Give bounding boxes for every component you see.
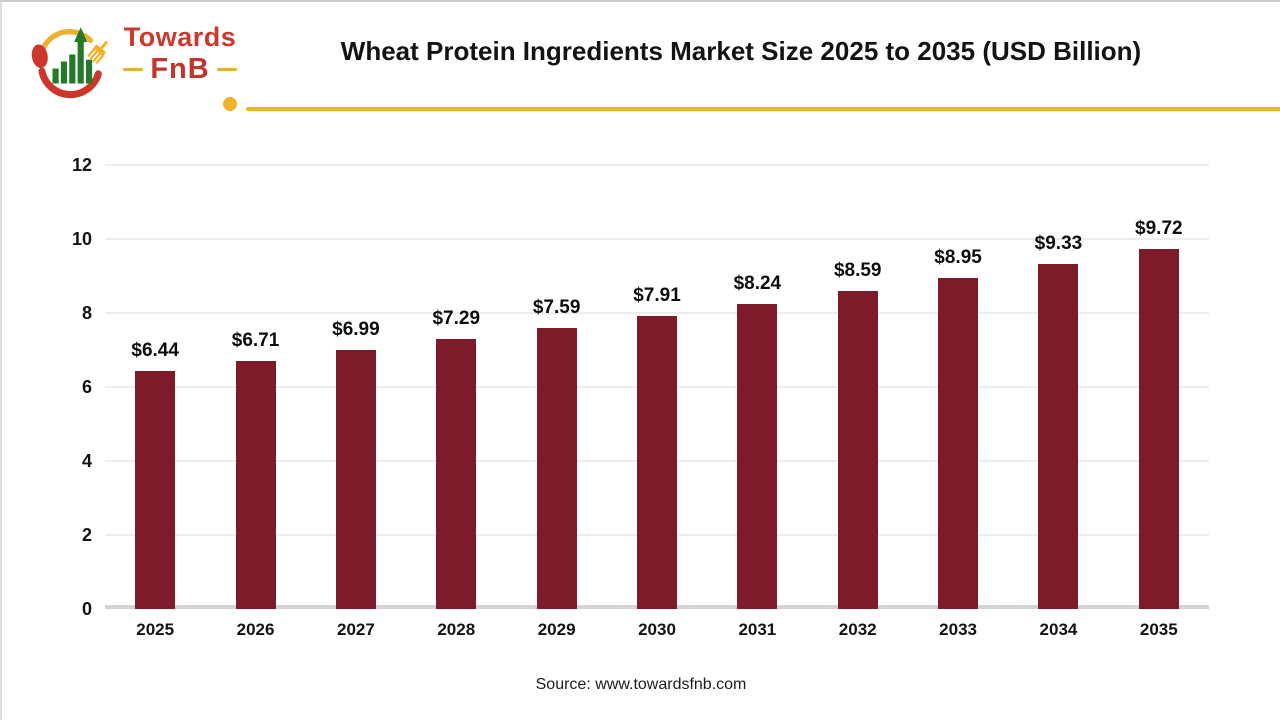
- spoon-icon: [31, 44, 48, 69]
- right-dash: [216, 67, 237, 71]
- source-note: Source: www.towardsfnb.com: [535, 676, 747, 693]
- bar-2034: [1038, 263, 1079, 609]
- fork-icon: [87, 41, 108, 64]
- y-axis-label-4: 4: [81, 451, 92, 471]
- bar-2032: [837, 291, 878, 609]
- brand-name-fnb: FnB: [150, 53, 210, 85]
- x-axis-label-2026: 2026: [236, 620, 275, 639]
- bar-value-2032: $8.59: [833, 260, 882, 282]
- gridline-y12: [105, 164, 1209, 166]
- bar-2026: [235, 360, 276, 609]
- bar-2033: [938, 277, 979, 609]
- y-axis-label-8: 8: [81, 303, 92, 323]
- x-axis-label-2029: 2029: [537, 620, 576, 639]
- title-underline: [246, 107, 1280, 111]
- y-axis-label-0: 0: [81, 599, 92, 619]
- bar-value-2030: $7.91: [633, 285, 681, 307]
- bar-value-2025: $6.44: [131, 339, 179, 361]
- bar-2028: [436, 339, 477, 609]
- x-axis-label-2034: 2034: [1039, 620, 1078, 639]
- title-underline-ring-icon: [223, 97, 237, 111]
- bar-value-2027: $6.99: [332, 319, 380, 341]
- x-axis-label-2033: 2033: [939, 620, 977, 639]
- bar-value-2033: $8.95: [934, 246, 982, 268]
- y-axis-label-12: 12: [71, 155, 92, 175]
- left-dash: [123, 67, 144, 71]
- logo-red-arc: [38, 67, 102, 99]
- x-axis-label-2035: 2035: [1139, 620, 1178, 639]
- x-axis-label-2032: 2032: [838, 620, 877, 639]
- bar-2035: [1138, 249, 1179, 609]
- bar-2027: [335, 350, 376, 609]
- y-axis-label-2: 2: [81, 525, 92, 545]
- x-axis-label-2027: 2027: [336, 620, 375, 639]
- brand-name-fnb-row: FnB: [120, 54, 240, 84]
- x-axis-label-2031: 2031: [738, 620, 777, 639]
- logo-gold-arc: [40, 28, 93, 52]
- bar-2029: [536, 328, 577, 609]
- chart-title: Wheat Protein Ingredients Market Size 20…: [340, 36, 1142, 66]
- x-axis-label-2030: 2030: [638, 620, 676, 639]
- bar-value-2034: $9.33: [1034, 232, 1083, 254]
- gridline-y10: [105, 238, 1209, 240]
- gridline-y8: [105, 312, 1209, 314]
- bar-2025: [135, 370, 176, 609]
- growth-bars-icon: [52, 27, 93, 84]
- brand-logo-icon: [31, 27, 108, 99]
- bar-2031: [737, 304, 778, 609]
- bar-value-2026: $6.71: [231, 329, 280, 351]
- x-axis-label-2025: 2025: [136, 620, 175, 639]
- brand-logo-text: Towards FnB: [120, 22, 240, 84]
- brand-logo: Towards FnB: [26, 12, 241, 104]
- bar-value-2028: $7.29: [432, 308, 481, 330]
- x-axis-label-2028: 2028: [437, 620, 476, 639]
- bar-value-2031: $8.24: [733, 273, 782, 295]
- bar-value-2035: $9.72: [1135, 218, 1183, 240]
- brand-name-towards: Towards: [123, 22, 237, 52]
- y-axis-label-10: 10: [71, 229, 92, 249]
- y-axis-label-6: 6: [81, 377, 92, 397]
- bar-value-2029: $7.59: [532, 297, 581, 319]
- bar-2030: [637, 316, 677, 609]
